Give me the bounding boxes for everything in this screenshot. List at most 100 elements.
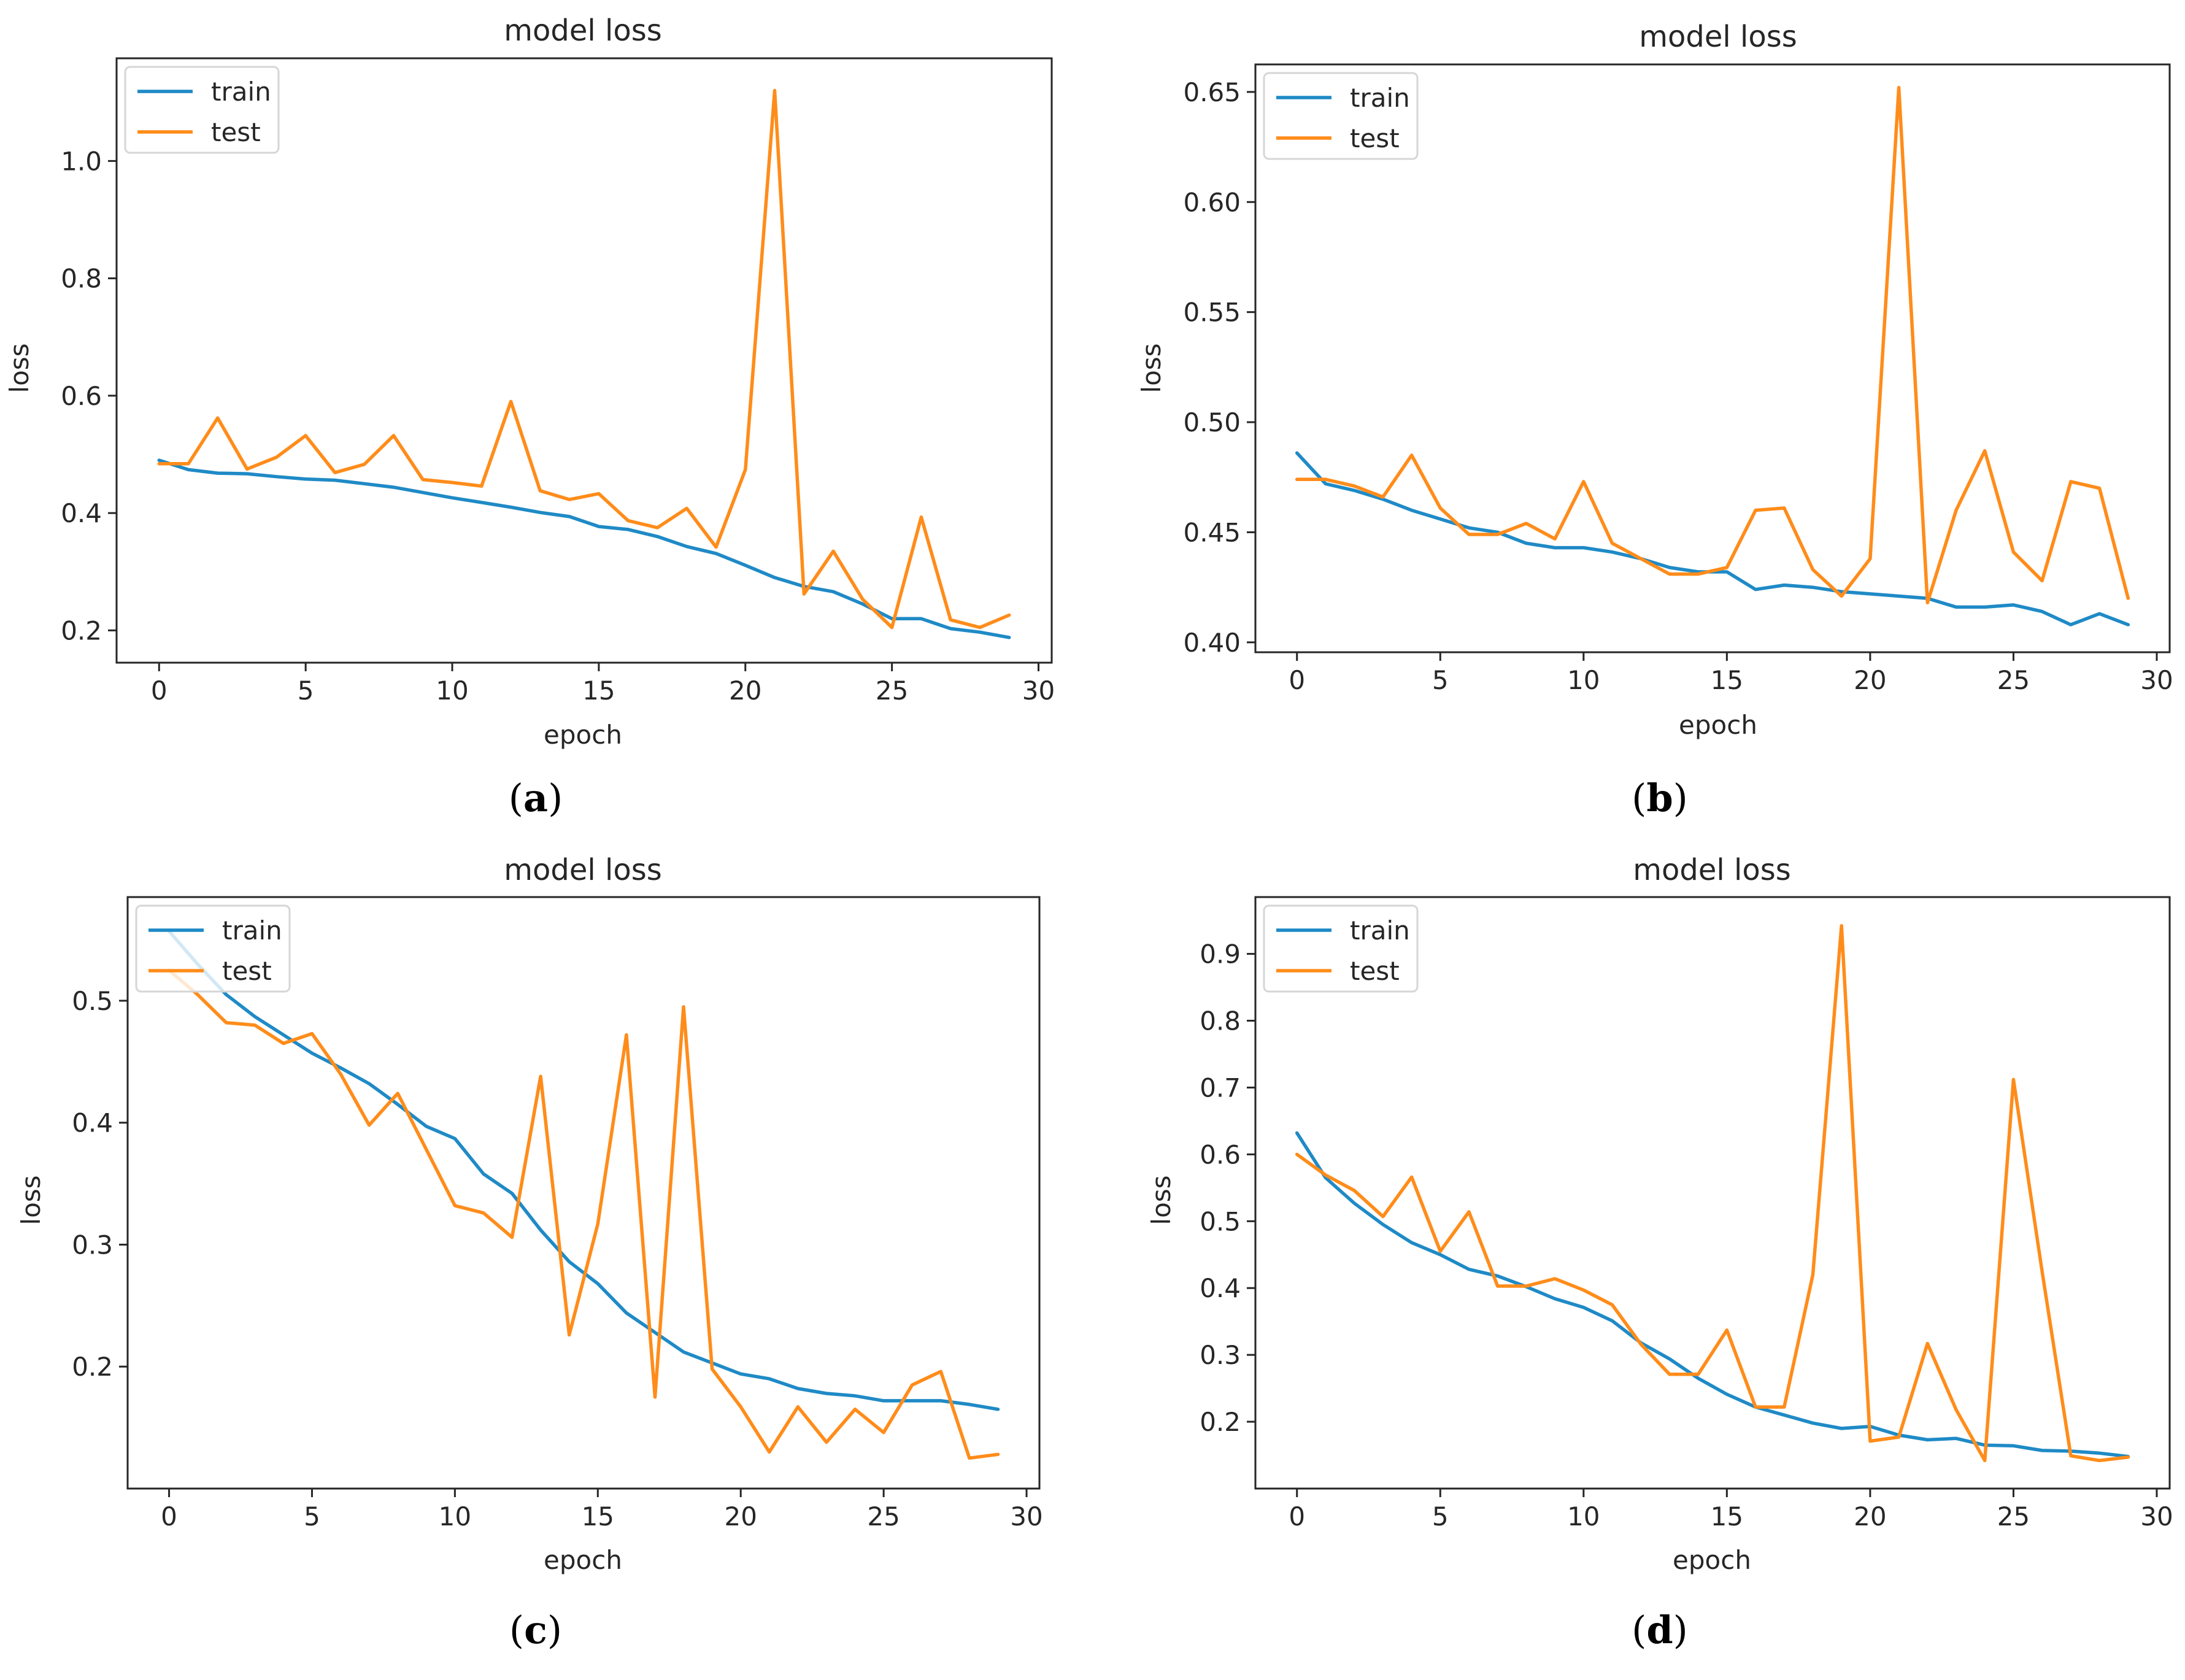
- y-tick-label: 0.8: [61, 264, 102, 294]
- y-tick-label: 0.9: [1200, 939, 1241, 969]
- x-tick-label: 10: [1567, 1501, 1600, 1532]
- y-tick-label: 0.4: [61, 498, 102, 528]
- x-tick-label: 5: [1432, 1501, 1449, 1532]
- x-tick-label: 30: [2140, 665, 2173, 695]
- y-tick-label: 1.0: [61, 146, 102, 176]
- panel-caption: (c): [509, 1608, 562, 1652]
- y-tick-label: 0.60: [1183, 187, 1241, 217]
- x-axis-label: epoch: [1673, 1545, 1751, 1575]
- chart-title: model loss: [1633, 853, 1790, 887]
- y-tick-label: 0.8: [1200, 1006, 1241, 1036]
- chart-title: model loss: [1639, 20, 1797, 54]
- plot-frame: [126, 896, 1041, 1490]
- chart-title: model loss: [504, 13, 661, 48]
- series-line-test: [157, 88, 1011, 630]
- legend-label-train: train: [1350, 83, 1410, 113]
- caption-letter: a: [523, 776, 548, 820]
- legend-label-train: train: [1350, 915, 1410, 946]
- plot-frame: [115, 57, 1053, 664]
- x-tick-label: 20: [1854, 665, 1886, 695]
- caption-paren-close: ): [1673, 776, 1688, 820]
- x-axis-label: epoch: [544, 1545, 622, 1575]
- y-tick-label: 0.2: [72, 1352, 113, 1382]
- y-tick-label: 0.6: [61, 381, 102, 411]
- caption-letter: d: [1646, 1608, 1673, 1652]
- x-axis-label: epoch: [544, 720, 622, 750]
- legend: train test: [1263, 904, 1419, 993]
- y-tick-label: 0.45: [1183, 517, 1241, 547]
- y-tick-label: 0.65: [1183, 77, 1241, 107]
- x-tick-label: 15: [1711, 665, 1743, 695]
- x-tick-label: 25: [876, 676, 908, 706]
- x-tick-label: 30: [1010, 1501, 1042, 1532]
- series-group: [157, 88, 1011, 639]
- y-tick-label: 0.40: [1183, 628, 1241, 658]
- legend: train test: [135, 904, 291, 993]
- chart-panel-d: model loss 0 5 10 15 20 25 30 0.2 0.3 0.4 0.5 0.6 0.7…: [1146, 853, 2173, 1652]
- caption-paren-open: (: [1632, 1608, 1646, 1652]
- y-axis-label: loss: [1136, 343, 1166, 393]
- caption-paren-close: ): [547, 1608, 562, 1652]
- x-tick-label: 10: [436, 676, 468, 706]
- y-tick-label: 0.55: [1183, 298, 1241, 328]
- charts-layer: model loss 0 5 10 15 20 25 30 0.2 0.4 0.6 0.8 1.0 epo…: [4, 13, 2173, 1652]
- caption-letter: b: [1646, 776, 1673, 820]
- caption-letter: c: [524, 1608, 547, 1652]
- series-line-train: [1295, 1131, 2130, 1458]
- y-tick-label: 0.6: [1200, 1139, 1241, 1169]
- series-line-test: [1295, 924, 2130, 1463]
- caption-paren-close: ): [548, 776, 563, 820]
- legend: train test: [124, 66, 280, 154]
- series-group: [1295, 85, 2130, 626]
- caption-paren-open: (: [1632, 776, 1646, 820]
- x-tick-label: 25: [1997, 665, 2030, 695]
- chart-panel-c: model loss 0 5 10 15 20 25 30 0.2 0.3 0.4 0.5 epoch l…: [16, 853, 1043, 1652]
- y-tick-label: 0.50: [1183, 407, 1241, 437]
- x-tick-label: 0: [1289, 1501, 1305, 1532]
- plot-frame: [1254, 63, 2171, 653]
- panel-caption: (d): [1632, 1608, 1688, 1652]
- panel-caption: (b): [1632, 776, 1688, 820]
- plot-frame: [1254, 896, 2171, 1490]
- caption-paren-close: ): [1673, 1608, 1688, 1652]
- x-tick-label: 5: [1432, 665, 1449, 695]
- x-tick-label: 5: [304, 1501, 320, 1532]
- y-axis-label: loss: [1146, 1175, 1176, 1225]
- x-tick-label: 0: [1289, 665, 1305, 695]
- y-axis-label: loss: [4, 343, 34, 393]
- y-tick-label: 0.2: [61, 615, 102, 645]
- y-tick-label: 0.2: [1200, 1407, 1241, 1437]
- caption-paren-open: (: [509, 1608, 524, 1652]
- y-tick-label: 0.4: [1200, 1273, 1241, 1303]
- y-tick-label: 0.7: [1200, 1073, 1241, 1103]
- y-tick-label: 0.4: [72, 1108, 113, 1138]
- legend-label-test: test: [211, 117, 261, 147]
- x-tick-label: 30: [1022, 676, 1055, 706]
- legend: train test: [1263, 72, 1419, 160]
- x-tick-label: 15: [1711, 1501, 1743, 1532]
- y-tick-label: 0.5: [1200, 1206, 1241, 1236]
- y-tick-label: 0.3: [1200, 1340, 1241, 1370]
- x-tick-label: 15: [582, 676, 615, 706]
- x-tick-label: 25: [1997, 1501, 2030, 1532]
- x-tick-label: 10: [1567, 665, 1600, 695]
- y-tick-label: 0.5: [72, 986, 113, 1016]
- x-tick-label: 0: [161, 1501, 177, 1532]
- x-tick-label: 25: [867, 1501, 900, 1532]
- x-tick-label: 20: [1854, 1501, 1886, 1532]
- y-tick-label: 0.3: [72, 1230, 113, 1260]
- x-tick-label: 0: [151, 676, 168, 706]
- x-tick-label: 10: [439, 1501, 471, 1532]
- series-group: [1295, 924, 2130, 1463]
- chart-title: model loss: [504, 853, 661, 887]
- y-axis-label: loss: [16, 1175, 46, 1225]
- legend-label-test: test: [1350, 956, 1400, 986]
- x-tick-label: 15: [582, 1501, 614, 1532]
- legend-label-test: test: [222, 956, 272, 986]
- series-line-test: [167, 968, 1000, 1460]
- legend-label-train: train: [222, 915, 282, 946]
- x-tick-label: 20: [724, 1501, 757, 1532]
- legend-label-test: test: [1350, 123, 1400, 153]
- x-tick-label: 5: [298, 676, 314, 706]
